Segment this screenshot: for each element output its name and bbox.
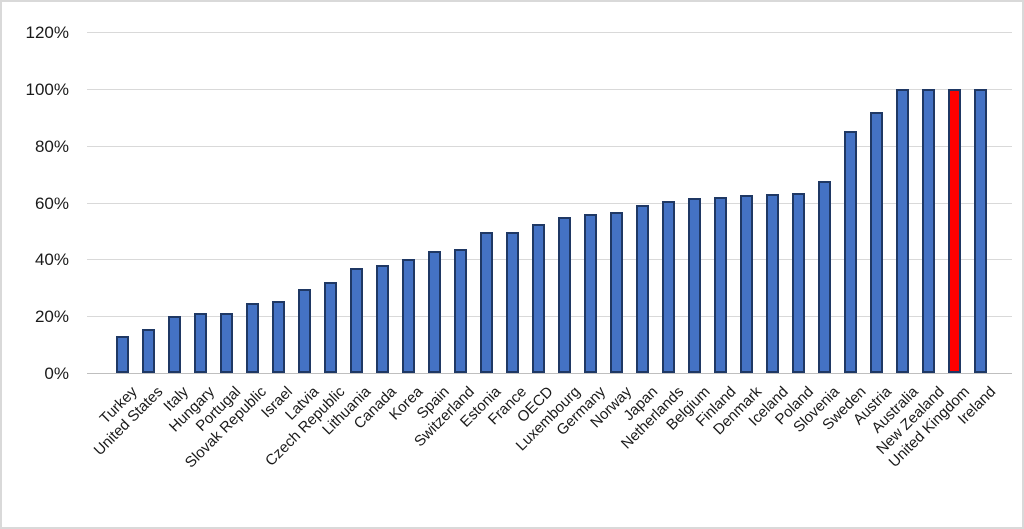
y-axis-tick-label: 60% <box>34 194 69 213</box>
gridline <box>87 146 1012 147</box>
bar <box>714 197 727 373</box>
bar <box>922 89 935 373</box>
y-axis-tick-label: 120% <box>25 23 69 42</box>
bar <box>688 198 701 373</box>
bar <box>480 232 493 373</box>
gridline <box>87 259 1012 260</box>
gridline <box>87 316 1012 317</box>
bar <box>506 232 519 373</box>
bar <box>532 224 545 373</box>
bar <box>584 214 597 373</box>
x-axis-category-label: Ireland <box>768 383 999 427</box>
y-axis-tick-label: 20% <box>34 307 69 326</box>
x-axis-line <box>87 373 1012 374</box>
bar <box>246 303 259 373</box>
bar <box>194 313 207 373</box>
bar-highlighted <box>948 89 961 373</box>
bar <box>974 89 987 373</box>
y-axis-tick-label: 100% <box>25 80 69 99</box>
bar <box>168 316 181 373</box>
bar <box>792 193 805 373</box>
bar <box>610 212 623 373</box>
bar <box>220 313 233 373</box>
bar <box>298 289 311 373</box>
bar <box>844 131 857 373</box>
bar <box>662 201 675 373</box>
bar <box>454 249 467 373</box>
bar <box>116 336 129 373</box>
bar <box>272 301 285 373</box>
bar <box>350 268 363 373</box>
bar <box>324 282 337 373</box>
bar <box>428 251 441 373</box>
bar <box>870 112 883 373</box>
gridline <box>87 32 1012 33</box>
gridline <box>87 89 1012 90</box>
bar <box>376 265 389 373</box>
y-axis-tick-label: 0% <box>44 364 69 383</box>
bar <box>402 259 415 373</box>
bar <box>740 195 753 373</box>
y-axis-tick-label: 80% <box>34 137 69 156</box>
bar <box>766 194 779 373</box>
bar <box>558 217 571 373</box>
bar <box>896 89 909 373</box>
gridline <box>87 203 1012 204</box>
y-axis-tick-label: 40% <box>34 250 69 269</box>
bar <box>818 181 831 373</box>
bar <box>142 329 155 373</box>
bar <box>636 205 649 373</box>
